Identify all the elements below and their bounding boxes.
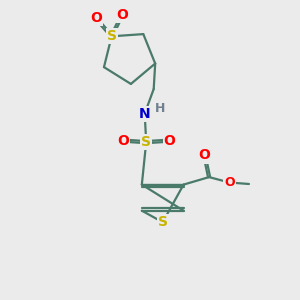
Text: H: H [154,102,165,115]
Text: O: O [117,134,129,148]
Text: O: O [199,148,211,163]
Text: O: O [164,134,176,148]
Text: O: O [90,11,102,25]
Text: N: N [139,106,151,121]
Text: O: O [224,176,235,189]
Text: S: S [158,215,168,229]
Text: S: S [106,29,117,43]
Text: O: O [116,8,128,22]
Text: S: S [141,135,151,149]
